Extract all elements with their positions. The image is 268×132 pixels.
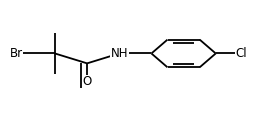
Text: Cl: Cl <box>236 47 247 60</box>
Text: Br: Br <box>10 47 23 60</box>
Text: O: O <box>83 76 92 88</box>
Text: NH: NH <box>110 47 128 60</box>
